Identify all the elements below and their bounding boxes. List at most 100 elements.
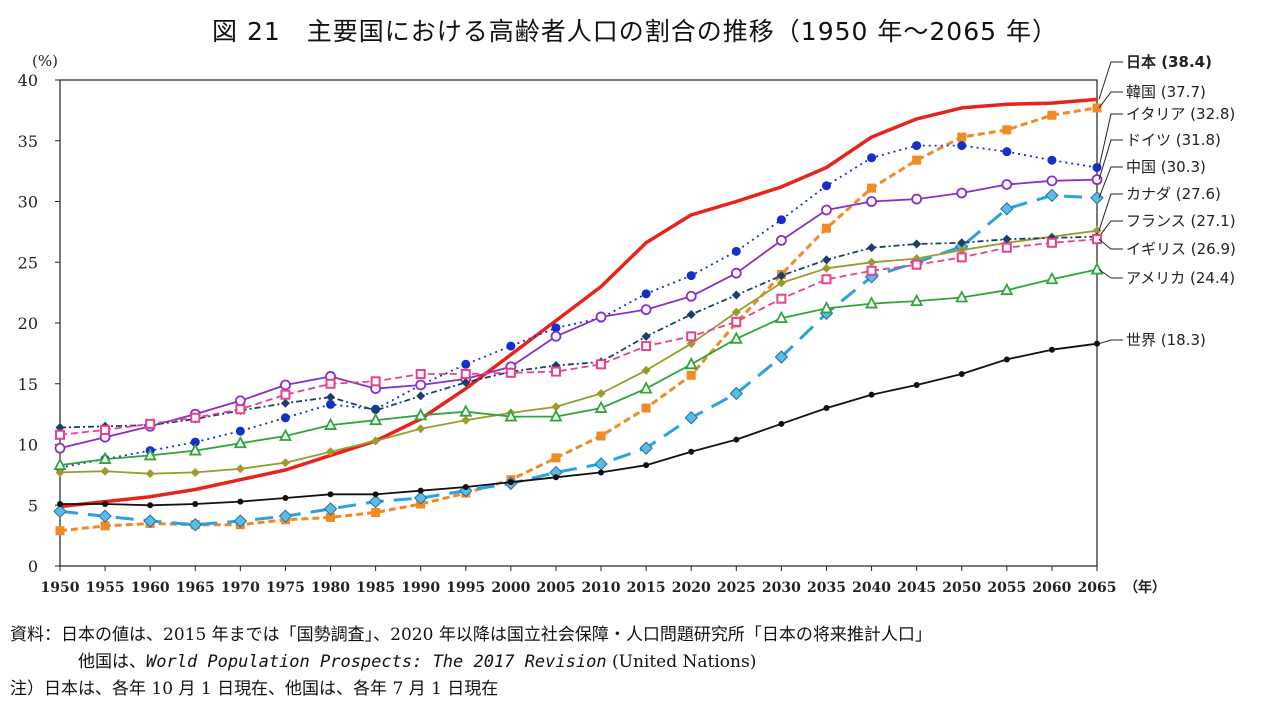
data-point: [460, 369, 471, 380]
data-point: [641, 341, 652, 352]
data-point: [371, 436, 381, 446]
series-label: フランス (27.1): [1126, 212, 1236, 230]
data-point: [957, 132, 967, 142]
data-point: [1045, 188, 1059, 203]
x-tick-label: 2005: [536, 580, 575, 596]
data-point: [506, 341, 516, 351]
x-tick-label: 1975: [266, 580, 305, 596]
data-point: [57, 501, 63, 508]
data-point: [640, 304, 652, 316]
data-point: [55, 467, 65, 477]
series-label: 日本 (38.4): [1126, 53, 1212, 71]
data-point: [685, 290, 697, 302]
data-point: [415, 369, 426, 380]
data-point: [912, 155, 922, 165]
data-point: [776, 293, 787, 304]
data-point: [596, 359, 607, 370]
y-tick-label: 30: [18, 193, 38, 212]
data-point: [1092, 103, 1102, 113]
data-point: [416, 391, 426, 401]
data-point: [143, 514, 157, 528]
data-point: [188, 443, 202, 456]
data-point: [686, 331, 697, 342]
x-tick-label: 2010: [582, 580, 621, 596]
label-leader: [1098, 166, 1123, 199]
data-point: [417, 487, 424, 494]
x-tick-label: 2030: [762, 580, 801, 596]
data-point: [54, 442, 66, 454]
source-note-title: World Population Prospects: The 2017 Rev…: [146, 652, 607, 672]
data-point: [641, 403, 651, 413]
data-point: [956, 187, 968, 199]
series-label: 中国 (30.3): [1126, 158, 1206, 176]
x-tick-label: 2055: [987, 580, 1026, 596]
data-point: [1045, 271, 1059, 285]
data-point: [1001, 179, 1013, 190]
x-axis-unit: （年）: [1124, 579, 1166, 596]
data-point: [190, 467, 200, 477]
x-tick-label: 1955: [86, 580, 125, 596]
y-tick-label: 20: [18, 314, 38, 333]
data-point: [278, 509, 293, 523]
data-point: [594, 400, 608, 413]
data-point: [324, 417, 338, 430]
data-point: [1000, 202, 1014, 216]
data-point: [639, 441, 653, 455]
data-point: [505, 367, 516, 378]
data-point: [282, 494, 289, 501]
data-point: [326, 392, 336, 402]
data-point: [821, 223, 831, 233]
data-point: [867, 183, 877, 193]
data-point: [639, 381, 653, 394]
data-point: [955, 290, 969, 303]
data-point: [549, 409, 563, 422]
data-point: [821, 263, 831, 273]
data-point: [867, 243, 877, 253]
chart-title: 図 21 主要国における高齢者人口の割合の推移（1950 年～2065 年）: [212, 17, 1058, 46]
label-leader: [1098, 139, 1123, 180]
x-tick-label: 2060: [1032, 580, 1071, 596]
y-tick-label: 40: [18, 71, 38, 90]
data-point: [598, 469, 605, 476]
data-point: [913, 381, 920, 388]
data-point: [370, 376, 381, 387]
data-point: [867, 153, 877, 163]
data-point: [192, 501, 199, 508]
series-label: イギリス (26.9): [1126, 240, 1236, 258]
data-point: [819, 300, 833, 314]
data-point: [237, 498, 244, 505]
data-point: [98, 509, 112, 523]
series-8: イギリス (26.9): [55, 234, 1236, 440]
series-label: イタリア (32.8): [1126, 105, 1235, 123]
data-point: [280, 458, 290, 468]
data-point: [326, 512, 336, 522]
data-point: [462, 484, 469, 491]
data-point: [504, 409, 518, 422]
data-point: [867, 257, 877, 267]
data-point: [371, 405, 381, 415]
data-point: [190, 412, 201, 423]
source-note-others: 他国は、World Population Prospects: The 2017…: [78, 647, 756, 672]
data-point: [731, 307, 741, 317]
data-point: [911, 193, 923, 205]
data-point: [461, 415, 471, 425]
label-leader: [1098, 269, 1123, 279]
data-point: [1094, 340, 1100, 347]
data-point: [53, 504, 67, 519]
data-point: [233, 514, 248, 528]
series-label: カナダ (27.6): [1126, 185, 1221, 203]
x-tick-label: 2015: [627, 580, 666, 596]
data-point: [868, 391, 875, 398]
data-point: [1048, 346, 1055, 353]
y-tick-label: 25: [18, 253, 38, 272]
x-tick-label: 2020: [672, 580, 711, 596]
data-point: [596, 388, 606, 398]
y-tick-label: 0: [28, 557, 38, 576]
data-point: [551, 453, 561, 463]
data-point: [1002, 234, 1012, 244]
data-point: [371, 508, 381, 518]
data-point: [823, 405, 830, 412]
data-point: [775, 234, 787, 246]
data-point: [911, 259, 922, 270]
